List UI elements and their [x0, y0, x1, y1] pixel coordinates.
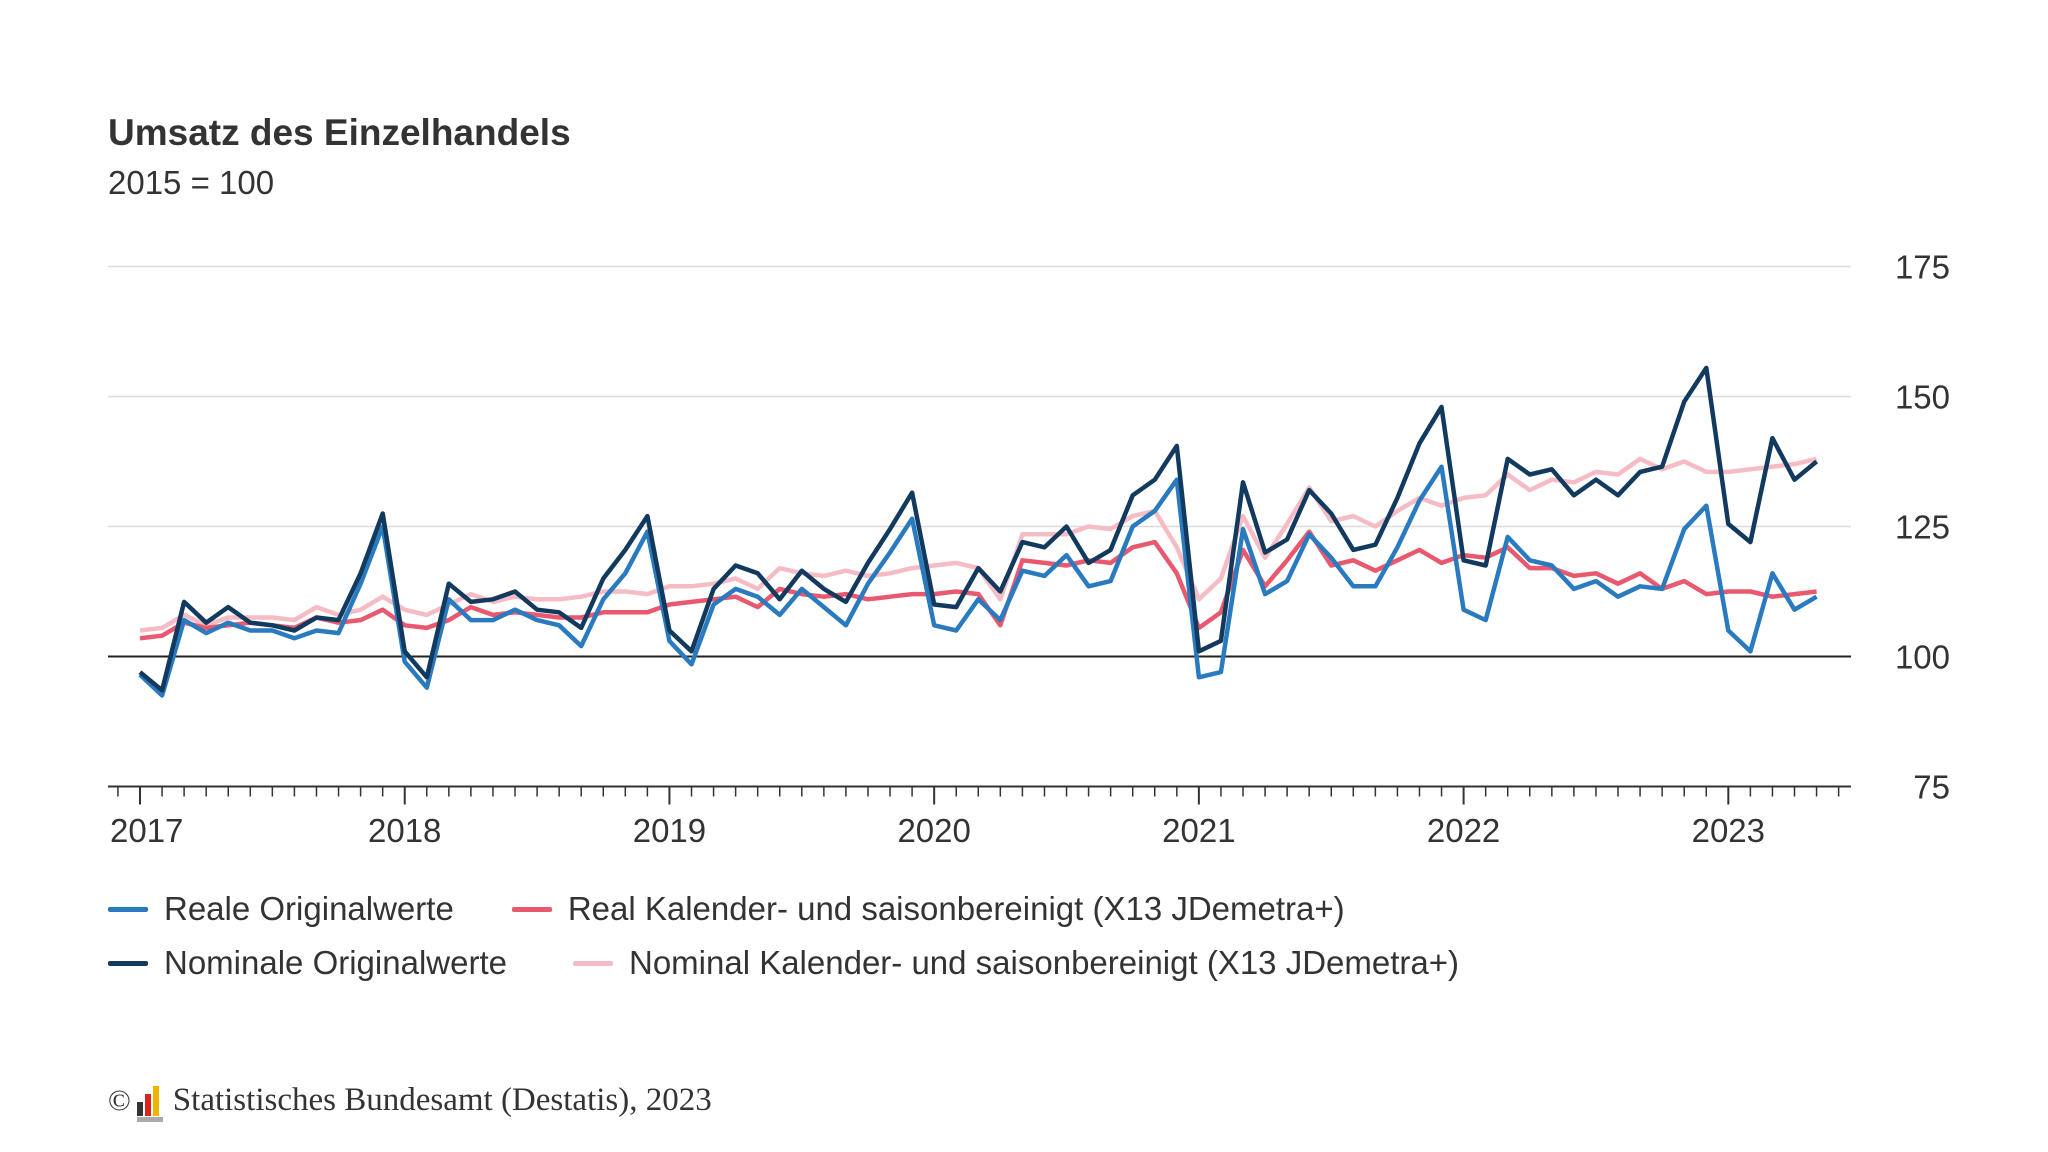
legend-item: Nominal Kalender- und saisonbereinigt (X…	[572, 944, 1459, 982]
legend-row-1: Reale Originalwerte Real Kalender- und sa…	[108, 890, 1405, 928]
x-tick-label: 2021	[1162, 812, 1235, 849]
y-tick-label: 75	[1913, 769, 1950, 806]
copyright-symbol: ©	[108, 1083, 131, 1117]
series-line-1	[138, 464, 1818, 698]
x-tick-label: 2020	[897, 812, 970, 849]
x-tick-label: 2022	[1427, 812, 1500, 849]
legend-row-2: Nominale Originalwerte Nominal Kalender- …	[108, 944, 1519, 982]
legend-item: Nominale Originalwerte	[108, 944, 507, 982]
chart-subtitle: 2015 = 100	[108, 164, 275, 201]
legend-label: Nominale Originalwerte	[164, 944, 507, 981]
legend-swatch	[108, 906, 148, 912]
y-tick-label: 100	[1895, 639, 1950, 676]
legend-label: Nominal Kalender- und saisonbereinigt (X…	[628, 944, 1459, 981]
destatis-logo-icon	[136, 1085, 165, 1122]
legend-item: Real Kalender- und saisonbereinigt (X13 …	[511, 890, 1345, 928]
legend-swatch	[572, 960, 613, 966]
x-tick-label: 2023	[1692, 812, 1765, 849]
legend-label: Real Kalender- und saisonbereinigt (X13 …	[567, 890, 1345, 927]
x-tick-label: 2018	[368, 812, 441, 849]
legend-swatch	[511, 906, 552, 912]
legend-label: Reale Originalwerte	[164, 890, 454, 927]
chart-title: Umsatz des Einzelhandels	[108, 112, 571, 153]
y-tick-label: 175	[1895, 249, 1950, 286]
legend-swatch	[108, 960, 148, 966]
x-tick-label: 2019	[633, 812, 706, 849]
series-line-3	[138, 365, 1819, 693]
legend-item: Reale Originalwerte	[108, 890, 454, 928]
y-tick-label: 125	[1895, 509, 1950, 546]
source-text: Statistisches Bundesamt (Destatis), 2023	[172, 1082, 712, 1118]
series-line-2	[139, 529, 1817, 641]
y-tick-label: 150	[1895, 379, 1950, 416]
footer-source: © Statistisches Bundesamt (Destatis), 20…	[108, 1082, 712, 1122]
x-tick-label: 2017	[110, 812, 183, 849]
